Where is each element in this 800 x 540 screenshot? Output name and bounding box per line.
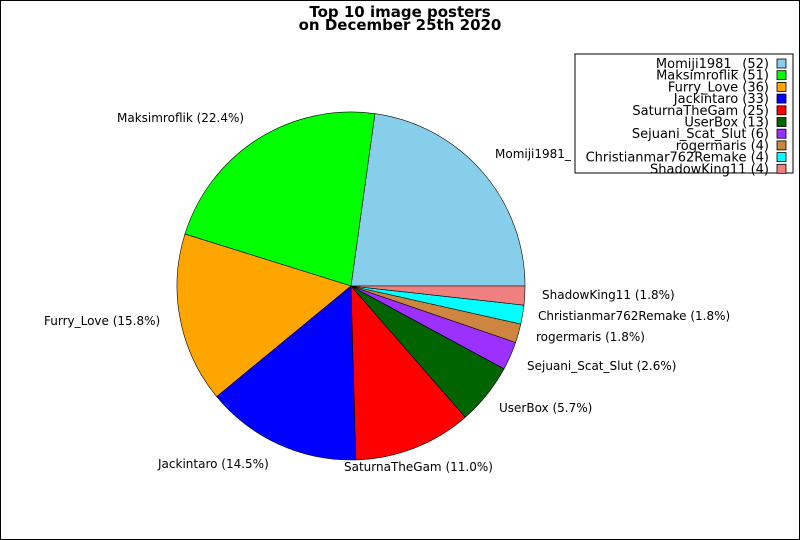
legend-swatch [776,152,787,163]
slice-label: SaturnaTheGam (11.0%) [344,460,493,474]
legend-label: Momiji1981_ (52) [656,57,769,72]
chart-title: Top 10 image posters [309,3,490,21]
pie-slices [176,111,526,461]
legend-label: Sejuani_Scat_Slut (6) [632,127,769,142]
pie-slice-jackintaro [216,285,357,461]
legend-swatch [776,128,787,139]
legend-swatch [776,117,787,127]
legend-label: SaturnaTheGam (25) [632,104,769,119]
slice-label: UserBox (5.7%) [499,401,592,415]
pie-slice-furry-love [176,233,352,398]
chart-subtitle: on December 25th 2020 [299,16,502,34]
pie-slice-saturnathegam [350,285,466,461]
legend-box [574,53,794,174]
legend-swatch [776,58,787,69]
pie-slice-momiji1981- [350,113,526,287]
legend-swatch [776,163,787,174]
legend-label: Christianmar762Remake (4) [586,151,769,166]
pie-slice-maksimroflik [184,111,376,287]
legend-swatch [776,82,787,92]
legend-label: Jackintaro (33) [673,92,769,107]
slice-label: Sejuani_Scat_Slut (2.6%) [527,359,676,373]
pie-slice-shadowking11 [350,285,526,306]
slice-label: Jackintaro (14.5%) [157,457,269,471]
legend-swatch [776,93,787,104]
slice-labels: Momiji1981_ (24.6%)Maksimroflik (22.4%)F… [44,111,730,474]
slice-label: Christianmar762Remake (1.8%) [538,309,730,323]
legend-label: rogermaris (4) [676,139,769,154]
legend-label: Furry_Love (36) [668,80,769,95]
legend: Momiji1981_ (52)Maksimroflik (51)Furry_L… [574,53,794,177]
legend-label: Maksimroflik (51) [656,69,769,84]
legend-label: UserBox (13) [684,116,769,131]
slice-label: Maksimroflik (22.4%) [117,111,244,125]
slice-label: rogermaris (1.8%) [536,330,645,344]
slice-label: Furry_Love (15.8%) [44,314,160,328]
legend-swatch [776,140,787,151]
legend-swatch [776,70,787,81]
legend-label: ShadowKing11 (4) [650,162,769,177]
slice-label: ShadowKing11 (1.8%) [542,288,675,302]
legend-swatch [776,105,787,116]
